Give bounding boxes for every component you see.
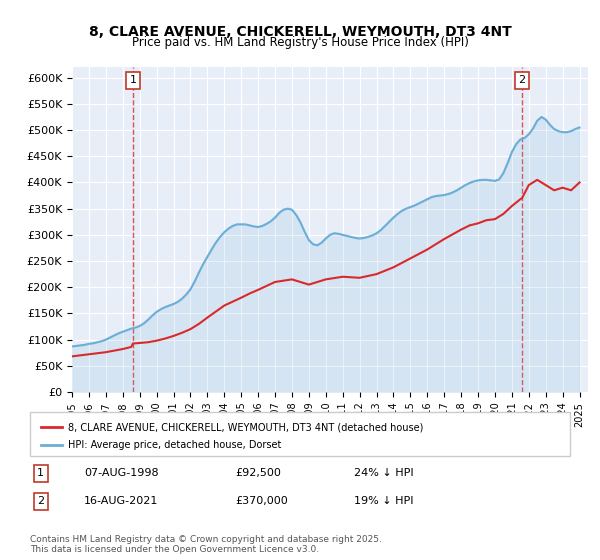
- Text: HPI: Average price, detached house, Dorset: HPI: Average price, detached house, Dors…: [68, 440, 281, 450]
- Text: 2: 2: [518, 75, 526, 85]
- Text: 16-AUG-2021: 16-AUG-2021: [84, 496, 158, 506]
- Text: 07-AUG-1998: 07-AUG-1998: [84, 468, 158, 478]
- Text: 2: 2: [37, 496, 44, 506]
- Text: 24% ↓ HPI: 24% ↓ HPI: [354, 468, 413, 478]
- Text: 19% ↓ HPI: 19% ↓ HPI: [354, 496, 413, 506]
- FancyBboxPatch shape: [30, 412, 570, 456]
- Text: £92,500: £92,500: [235, 468, 281, 478]
- Text: Price paid vs. HM Land Registry's House Price Index (HPI): Price paid vs. HM Land Registry's House …: [131, 36, 469, 49]
- Text: Contains HM Land Registry data © Crown copyright and database right 2025.
This d: Contains HM Land Registry data © Crown c…: [30, 535, 382, 554]
- Text: 1: 1: [130, 75, 136, 85]
- Text: 8, CLARE AVENUE, CHICKERELL, WEYMOUTH, DT3 4NT: 8, CLARE AVENUE, CHICKERELL, WEYMOUTH, D…: [89, 25, 511, 39]
- Text: £370,000: £370,000: [235, 496, 288, 506]
- Text: 1: 1: [37, 468, 44, 478]
- Text: 8, CLARE AVENUE, CHICKERELL, WEYMOUTH, DT3 4NT (detached house): 8, CLARE AVENUE, CHICKERELL, WEYMOUTH, D…: [68, 422, 423, 432]
